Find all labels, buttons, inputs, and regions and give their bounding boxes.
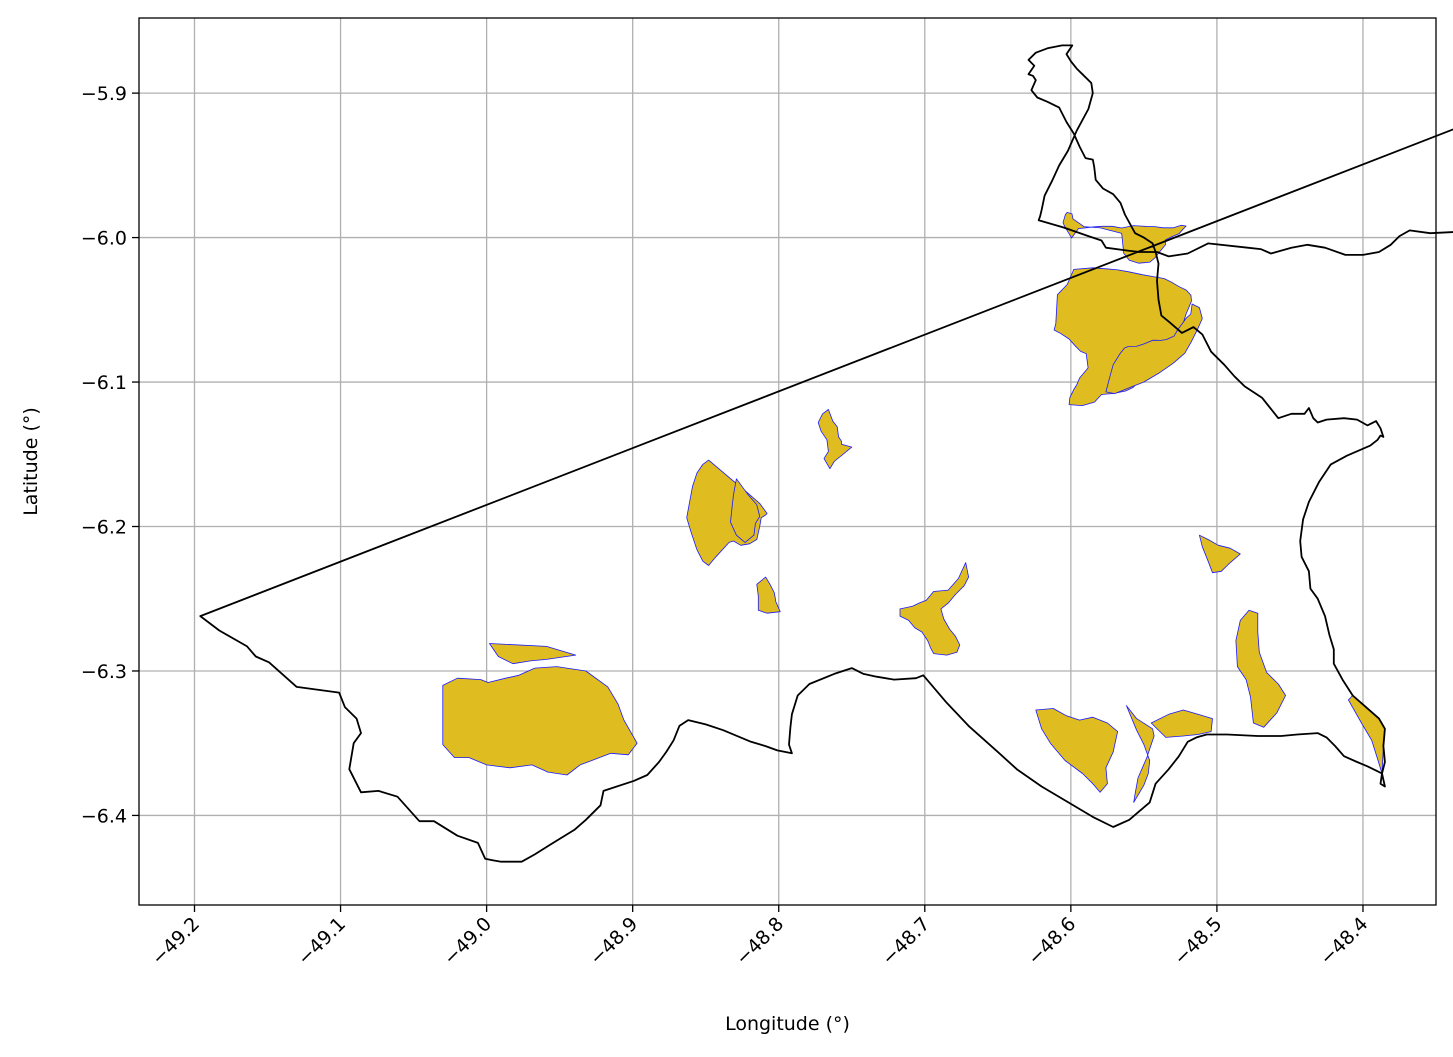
- y-tick-label: −6.1: [81, 372, 127, 394]
- parcel-polygon: [489, 643, 577, 665]
- y-tick-label: −5.9: [81, 83, 127, 105]
- x-axis-title: Longitude (°): [725, 1013, 850, 1035]
- parcel-polygon: [442, 666, 638, 776]
- parcel-polygon: [1199, 534, 1241, 574]
- y-axis-title: Latitude (°): [20, 407, 42, 516]
- y-tick-label: −6.3: [81, 661, 127, 683]
- boundary-layer: [199, 44, 1453, 863]
- y-axis-ticks: −5.9 −6.0 −6.1 −6.2 −6.3 −6.4: [81, 83, 139, 827]
- region-boundary: [199, 44, 1453, 863]
- y-tick-label: −6.4: [81, 805, 127, 827]
- parcel-polygon: [1035, 708, 1118, 793]
- parcel-polygon: [899, 562, 969, 656]
- parcel-layer: [442, 212, 1386, 803]
- grid-lines: [139, 18, 1436, 905]
- plot-frame: [138, 17, 1437, 906]
- y-tick-label: −6.2: [81, 517, 127, 539]
- parcel-polygon: [730, 478, 761, 543]
- parcel-polygon: [1105, 303, 1203, 394]
- parcel-polygon: [817, 409, 853, 470]
- parcel-polygon: [1235, 609, 1286, 728]
- parcel-polygon: [1150, 709, 1213, 738]
- parcel-polygon: [756, 576, 781, 614]
- y-tick-label: −6.0: [81, 228, 127, 250]
- parcel-polygon: [1126, 705, 1155, 803]
